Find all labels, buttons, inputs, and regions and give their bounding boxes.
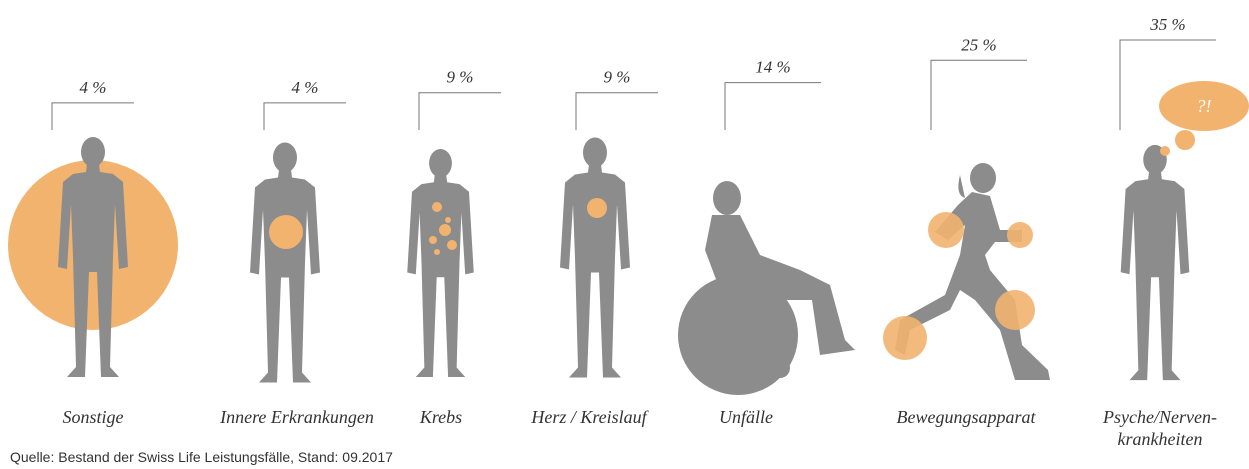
highlight: [995, 290, 1035, 330]
category-label: Unfälle: [636, 406, 856, 428]
highlight: [434, 249, 440, 255]
figure-psyche: [1121, 145, 1190, 380]
highlight: [445, 217, 451, 223]
highlight: [269, 215, 303, 249]
highlight: [928, 212, 964, 248]
highlight: [432, 202, 442, 212]
thought-text: ?!: [1197, 96, 1212, 116]
source: Quelle: Bestand der Swiss Life Leistungs…: [10, 449, 393, 465]
category-label: Psyche/Nerven- krankheiten: [1050, 406, 1249, 450]
highlight: [883, 316, 927, 360]
value-label: 25 %: [961, 35, 996, 54]
figure-herz: [560, 138, 630, 378]
thought-dot: [1175, 130, 1195, 150]
value-bracket: [931, 60, 1027, 130]
category-label: Bewegungsapparat: [856, 406, 1076, 428]
chart: ?! 4 % 4 % 9 % 9 % 14 % 25 % 35 %: [0, 0, 1249, 469]
value-bracket: [264, 103, 346, 130]
value-label: 9 %: [604, 68, 631, 87]
value-label: 4 %: [292, 78, 319, 97]
value-label: 9 %: [447, 68, 474, 87]
value-bracket: [725, 83, 821, 130]
thought-dot: [1160, 146, 1170, 156]
highlight: [447, 240, 457, 250]
highlight: [1007, 222, 1033, 248]
value-bracket: [52, 103, 134, 130]
highlight: [429, 236, 437, 244]
value-label: 35 %: [1149, 15, 1185, 34]
category-label: Sonstige: [0, 406, 203, 428]
illustrations: ?!: [8, 81, 1249, 395]
value-bracket: [576, 93, 658, 130]
figure-innere: [250, 143, 320, 383]
highlight: [587, 198, 607, 218]
page: ?! 4 % 4 % 9 % 9 % 14 % 25 % 35 % Quelle: Best…: [0, 0, 1249, 469]
value-bracket: [419, 93, 501, 130]
value-label: 14 %: [755, 58, 790, 77]
highlight: [439, 224, 451, 236]
figure-wheelchair: [678, 181, 855, 395]
value-label: 4 %: [80, 78, 107, 97]
figure-krebs: [407, 149, 474, 377]
